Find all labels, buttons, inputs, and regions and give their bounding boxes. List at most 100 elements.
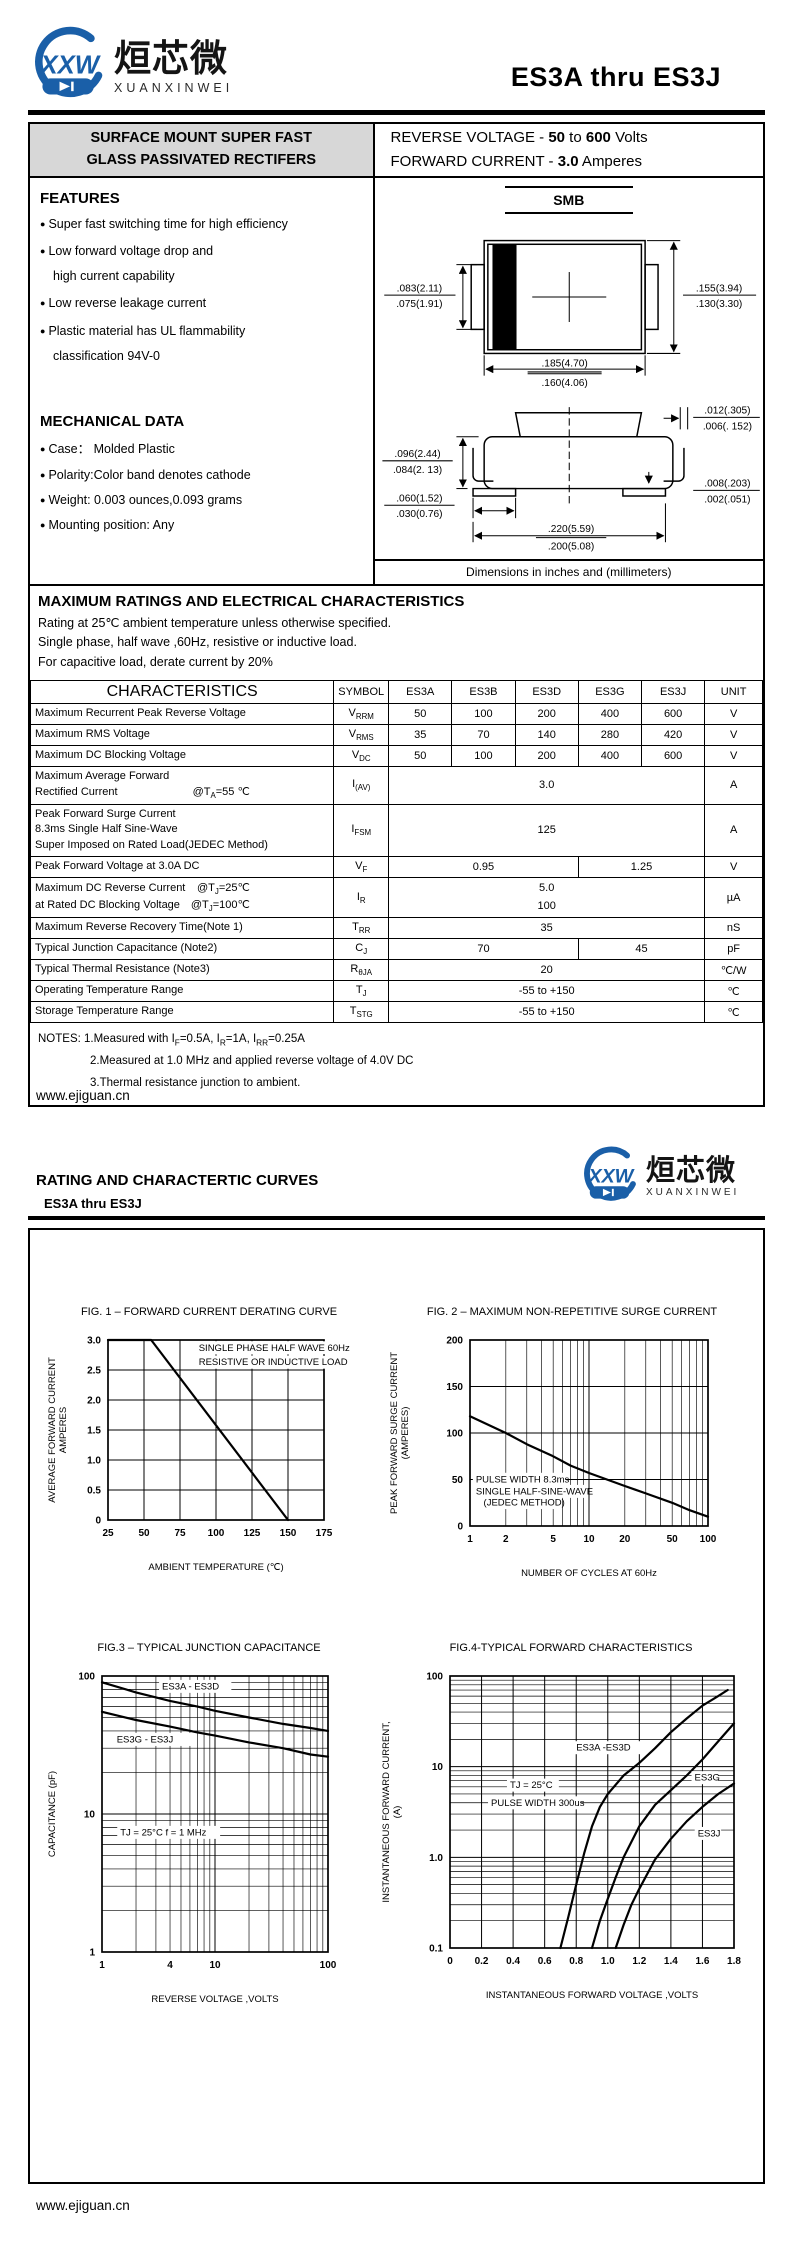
table-row: Maximum DC Blocking Voltage VDC 50 100 200 40…	[29, 745, 763, 767]
text-segment: Volts	[610, 129, 648, 146]
figure-3-title: FIG.3 – TYPICAL JUNCTION CAPACITANCE	[97, 1642, 321, 1654]
ratings-intro-line: For capacitive load, derate current by 2…	[38, 654, 273, 669]
datasheet-main-box: SURFACE MOUNT SUPER FAST GLASS PASSIVATE…	[28, 122, 765, 1107]
y-tick-label: 100	[426, 1672, 443, 1683]
x-tick-label: 1.6	[695, 1956, 709, 1967]
page-title: ES3A thru ES3J	[510, 62, 721, 92]
column-header: ES3G	[577, 680, 643, 705]
symbol-cell: IFSM	[333, 803, 390, 858]
svg-text:.002(.051): .002(.051)	[704, 495, 750, 506]
y-axis-label: (AMPERES)	[400, 1407, 411, 1460]
characteristic-cell: Operating Temperature Range	[29, 980, 335, 1003]
symbol-cell: VF	[333, 856, 390, 879]
symbol-cell: VRMS	[333, 724, 390, 746]
column-header: ES3A	[388, 680, 453, 705]
footer-link[interactable]: www.ejiguan.cn	[36, 1088, 130, 1103]
ratings-summary: REVERSE VOLTAGE - 50 to 600 Volts FORWAR…	[375, 124, 764, 176]
text-segment: 50	[548, 129, 566, 146]
y-tick-label: 10	[84, 1810, 96, 1821]
value-cell: 400	[577, 703, 643, 726]
y-tick-label: 100	[78, 1672, 95, 1683]
characteristic-cell: Typical Thermal Resistance (Note3)	[29, 959, 335, 982]
annotation-bg	[472, 1484, 586, 1498]
features-title: FEATURES	[40, 190, 120, 207]
value-cell: 20	[388, 959, 706, 982]
table-row: Storage Temperature Range TSTG -55 to +150…	[29, 1001, 763, 1024]
svg-text:.030(0.76): .030(0.76)	[396, 510, 442, 521]
value-cell: 50	[388, 745, 453, 767]
svg-text:.084(2. 13): .084(2. 13)	[392, 465, 441, 476]
annotation-bg	[195, 1355, 340, 1369]
y-tick-label: 0	[457, 1522, 463, 1533]
unit-cell: A	[704, 803, 763, 858]
unit-cell: V	[704, 703, 763, 726]
series-line	[468, 1415, 710, 1518]
text-segment: FORWARD CURRENT -	[390, 153, 558, 170]
reverse-voltage-summary: REVERSE VOLTAGE - 50 to 600 Volts	[391, 126, 764, 150]
features-and-package-row: FEATURES ● Super fast switching time for …	[30, 178, 763, 586]
table-header-row: CHARACTERISTICS SYMBOL ES3A ES3B ES3D ES3G ES3…	[29, 680, 763, 705]
feature-text: Super fast switching time for high effic…	[48, 217, 288, 231]
x-tick-label: 4	[167, 1960, 173, 1971]
x-tick-label: 25	[102, 1528, 114, 1539]
x-tick-label: 0	[447, 1956, 453, 1967]
unit-cell: A	[704, 765, 763, 805]
table-row: Peak Forward Voltage at 3.0A DC VF 0.95 1.2…	[29, 856, 763, 879]
brand-name-zh: 烜芯微	[646, 1153, 737, 1187]
brand-logo-icon: XXW	[35, 26, 103, 98]
summary-row: SURFACE MOUNT SUPER FAST GLASS PASSIVATE…	[30, 124, 763, 178]
y-tick-label: 2.5	[87, 1366, 101, 1377]
value-cell: 140	[514, 724, 579, 746]
svg-text:.006(. 152): .006(. 152)	[702, 422, 751, 433]
svg-text:.185(4.70): .185(4.70)	[541, 358, 587, 369]
y-axis-label: INSTANTANEOUS FORWARD CURRENT,	[381, 1721, 392, 1902]
unit-cell: ℃	[704, 980, 763, 1003]
features-column: FEATURES ● Super fast switching time for …	[30, 178, 375, 584]
mechanical-item: ● Case： Molded Plastic	[40, 438, 363, 457]
feature-text: Low forward voltage drop and	[48, 244, 214, 259]
column-header: SYMBOL	[333, 680, 390, 705]
bullet-icon: ●	[40, 219, 46, 229]
x-tick-label: 150	[280, 1528, 297, 1539]
footer-link[interactable]: www.ejiguan.cn	[36, 2198, 130, 2213]
classification-line2: GLASS PASSIVATED RECTIFERS	[86, 152, 317, 168]
value-cell: 600	[641, 703, 706, 726]
column-header: CHARACTERISTICS	[29, 680, 335, 705]
unit-cell: ℃	[704, 1001, 763, 1024]
annotation-bg	[573, 1741, 641, 1755]
note-line: 2.Measured at 1.0 MHz and applied revers…	[90, 1055, 414, 1068]
chart-canvas: 1 2 5 10 20 50 100 0 50 100 150 200 PULSE WIDTH 8.3m…	[389, 1336, 717, 1580]
symbol-cell: TJ	[333, 980, 390, 1003]
dim-body-height: .096(2.44) .084(2. 13)	[381, 449, 453, 476]
characteristic-cell: Typical Junction Capacitance (Note2)	[29, 938, 335, 961]
annotation-label: SINGLE HALF-SINE-WAVE	[476, 1486, 593, 1497]
note-line: 3.Thermal resistance junction to ambient…	[90, 1077, 301, 1090]
value-cell: 100	[451, 703, 516, 726]
package-name: SMB	[553, 192, 585, 208]
svg-text:.220(5.59): .220(5.59)	[547, 524, 593, 535]
package-name-tag: SMB	[504, 186, 633, 214]
x-tick-label: 1.2	[632, 1956, 646, 1967]
symbol-cell: VDC	[333, 745, 390, 767]
bullet-icon: ●	[40, 494, 46, 505]
figure-2: FIG. 2 – MAXIMUM NON-REPETITIVE SURGE CU…	[386, 1306, 758, 1585]
annotation-label: ES3G	[695, 1773, 720, 1784]
table-row: Maximum Average Forward Rectified Curren…	[29, 765, 763, 805]
unit-cell: pF	[704, 938, 763, 961]
characteristic-cell: Maximum Average Forward Rectified Curren…	[29, 765, 335, 805]
max-ratings-title: MAXIMUM RATINGS AND ELECTRICAL CHARACTER…	[38, 593, 465, 610]
value-cell: 1.25	[577, 856, 706, 879]
value-cell: 70	[451, 724, 516, 746]
svg-text:.083(2.11): .083(2.11)	[396, 283, 442, 294]
y-tick-label: 1.0	[87, 1456, 101, 1467]
table-row: Operating Temperature Range TJ -55 to +150…	[29, 980, 763, 1003]
x-tick-label: 0.8	[569, 1956, 583, 1967]
symbol-cell: RθJA	[333, 959, 390, 982]
value-cell: -55 to +150	[388, 980, 706, 1003]
annotation-bg	[691, 1771, 718, 1785]
forward-current-summary: FORWARD CURRENT - 3.0 Amperes	[391, 150, 764, 174]
x-axis-label: INSTANTANEOUS FORWARD VOLTAGE ,VOLTS	[486, 1990, 698, 2001]
mechanical-text: Weight: 0.003 ounces,0.093 grams	[48, 492, 243, 507]
x-tick-label: 0.4	[506, 1956, 520, 1967]
